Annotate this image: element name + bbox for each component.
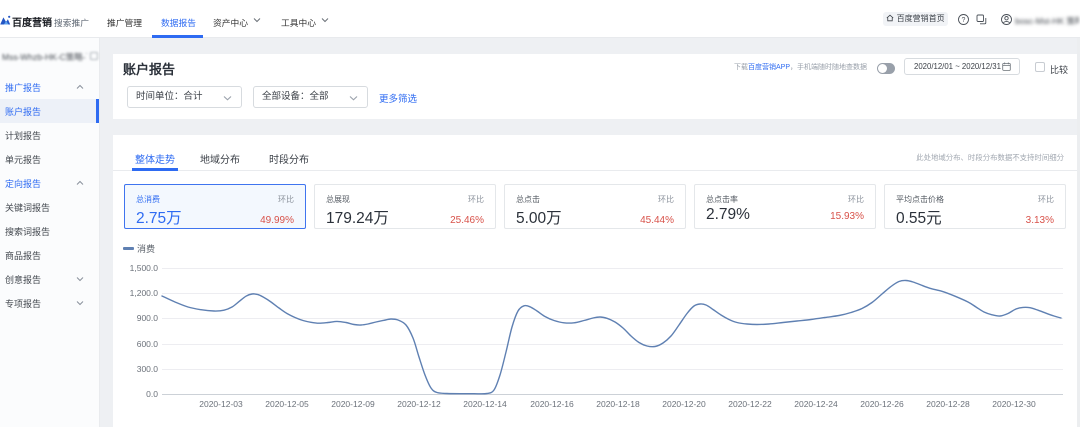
svg-text:?: ? — [962, 17, 966, 24]
